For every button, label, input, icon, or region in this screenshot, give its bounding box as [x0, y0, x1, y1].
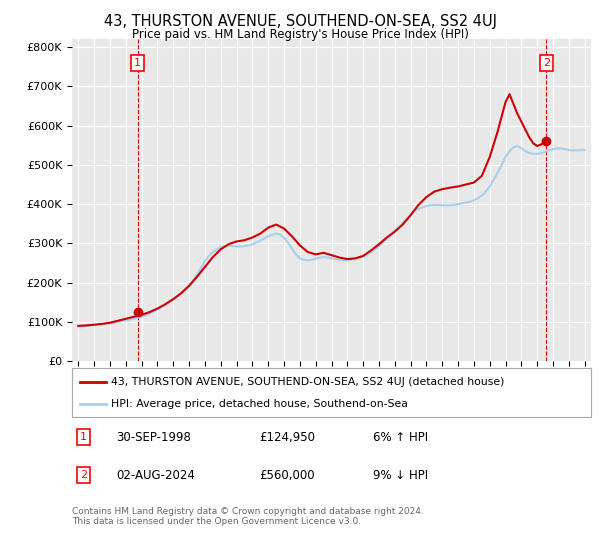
Text: 1: 1	[80, 432, 87, 442]
Text: 43, THURSTON AVENUE, SOUTHEND-ON-SEA, SS2 4UJ (detached house): 43, THURSTON AVENUE, SOUTHEND-ON-SEA, SS…	[111, 377, 504, 387]
Text: HPI: Average price, detached house, Southend-on-Sea: HPI: Average price, detached house, Sout…	[111, 399, 408, 409]
Text: 9% ↓ HPI: 9% ↓ HPI	[373, 469, 428, 482]
Text: 2: 2	[80, 470, 87, 480]
Text: £124,950: £124,950	[259, 431, 315, 444]
Text: 1: 1	[134, 58, 141, 68]
Text: 02-AUG-2024: 02-AUG-2024	[116, 469, 195, 482]
Text: Price paid vs. HM Land Registry's House Price Index (HPI): Price paid vs. HM Land Registry's House …	[131, 28, 469, 41]
Text: Contains HM Land Registry data © Crown copyright and database right 2024.
This d: Contains HM Land Registry data © Crown c…	[72, 507, 424, 526]
Text: 30-SEP-1998: 30-SEP-1998	[116, 431, 191, 444]
Text: £560,000: £560,000	[259, 469, 314, 482]
Text: 2: 2	[543, 58, 550, 68]
Text: 43, THURSTON AVENUE, SOUTHEND-ON-SEA, SS2 4UJ: 43, THURSTON AVENUE, SOUTHEND-ON-SEA, SS…	[104, 14, 497, 29]
Text: 6% ↑ HPI: 6% ↑ HPI	[373, 431, 428, 444]
